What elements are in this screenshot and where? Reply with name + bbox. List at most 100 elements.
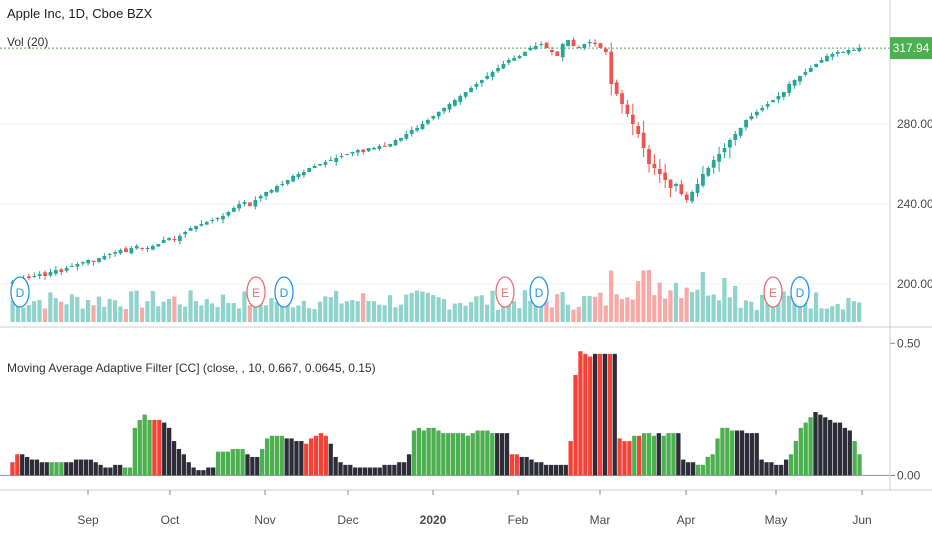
indicator-bar[interactable]: [235, 449, 240, 476]
candle-body[interactable]: [48, 272, 53, 276]
indicator-bar[interactable]: [749, 433, 754, 476]
candle-body[interactable]: [37, 274, 42, 277]
indicator-bar[interactable]: [705, 456, 710, 476]
candle-body[interactable]: [248, 202, 252, 206]
indicator-bar[interactable]: [162, 422, 167, 476]
candle-body[interactable]: [506, 60, 511, 63]
candle-body[interactable]: [334, 158, 339, 162]
dividend-marker[interactable]: [274, 276, 294, 308]
candle-body[interactable]: [555, 51, 560, 56]
candle-body[interactable]: [80, 262, 85, 264]
candle-body[interactable]: [404, 134, 409, 139]
price-pane[interactable]: 280.00 240.00 200.00 D E D E D E D: [0, 37, 932, 322]
candle-body[interactable]: [59, 269, 64, 272]
indicator-bar[interactable]: [362, 467, 368, 476]
candle-body[interactable]: [760, 108, 765, 111]
indicator-bar[interactable]: [783, 459, 789, 476]
candle-body[interactable]: [258, 196, 263, 199]
candle-body[interactable]: [738, 128, 743, 136]
indicator-bar[interactable]: [142, 414, 147, 476]
candle-body[interactable]: [436, 112, 441, 117]
candle-body[interactable]: [550, 49, 554, 52]
indicator-bar[interactable]: [122, 467, 128, 476]
candle-body[interactable]: [253, 200, 258, 207]
indicator-bar[interactable]: [333, 456, 338, 476]
candle-body[interactable]: [560, 44, 565, 58]
indicator-bar[interactable]: [196, 470, 201, 476]
candle-body[interactable]: [496, 68, 500, 72]
candle-body[interactable]: [717, 154, 721, 162]
indicator-bar[interactable]: [534, 462, 539, 476]
candle-body[interactable]: [140, 247, 145, 249]
indicator-bar[interactable]: [406, 454, 412, 476]
candle-body[interactable]: [372, 148, 376, 150]
candle-body[interactable]: [523, 52, 527, 56]
indicator-bar[interactable]: [612, 353, 617, 476]
indicator-bar[interactable]: [29, 459, 35, 476]
indicator-bar[interactable]: [137, 419, 142, 476]
candle-body[interactable]: [754, 112, 759, 116]
candle-body[interactable]: [458, 96, 463, 102]
candle-body[interactable]: [776, 96, 781, 100]
indicator-bar[interactable]: [59, 462, 64, 476]
indicator-bar[interactable]: [715, 438, 720, 476]
indicator-bar[interactable]: [788, 454, 794, 476]
indicator-bar[interactable]: [700, 464, 706, 476]
indicator-bar[interactable]: [49, 462, 54, 476]
indicator-bar[interactable]: [509, 454, 515, 476]
indicator-bar[interactable]: [539, 462, 544, 476]
candle-body[interactable]: [452, 100, 457, 106]
indicator-bar[interactable]: [485, 430, 490, 476]
indicator-bar[interactable]: [544, 464, 549, 476]
candle-body[interactable]: [210, 220, 215, 221]
indicator-bar[interactable]: [754, 433, 759, 476]
candle-body[interactable]: [657, 168, 662, 174]
indicator-bar[interactable]: [353, 467, 358, 476]
indicator-bar[interactable]: [602, 353, 608, 476]
indicator-bar[interactable]: [240, 449, 245, 476]
candle-body[interactable]: [690, 192, 695, 202]
candle-body[interactable]: [814, 64, 819, 68]
indicator-bar[interactable]: [250, 456, 255, 476]
indicator-bar[interactable]: [759, 459, 764, 476]
candle-body[interactable]: [215, 218, 220, 220]
indicator-bar[interactable]: [676, 433, 681, 476]
candle-body[interactable]: [625, 104, 630, 114]
candle-body[interactable]: [571, 39, 576, 46]
indicator-bar[interactable]: [323, 435, 328, 476]
candle-body[interactable]: [485, 76, 490, 79]
candle-body[interactable]: [787, 84, 792, 93]
indicator-bar[interactable]: [646, 433, 652, 476]
indicator-bar[interactable]: [152, 419, 157, 476]
candle-body[interactable]: [382, 145, 387, 147]
indicator-bar[interactable]: [730, 430, 735, 476]
indicator-bar[interactable]: [98, 464, 103, 476]
indicator-bar[interactable]: [211, 467, 216, 476]
candle-body[interactable]: [841, 52, 846, 53]
indicator-bar[interactable]: [450, 433, 456, 476]
candle-body[interactable]: [237, 204, 242, 209]
indicator-bar[interactable]: [823, 417, 828, 476]
candle-body[interactable]: [339, 156, 344, 157]
candle-body[interactable]: [70, 266, 74, 267]
indicator-bar[interactable]: [632, 435, 637, 476]
candle-body[interactable]: [280, 184, 285, 185]
candle-body[interactable]: [204, 222, 209, 225]
indicator-bar[interactable]: [686, 462, 691, 476]
indicator-bar[interactable]: [201, 470, 206, 476]
indicator-bar[interactable]: [857, 454, 862, 476]
indicator-bar[interactable]: [348, 464, 353, 476]
candle-body[interactable]: [75, 264, 80, 267]
indicator-bar[interactable]: [171, 441, 177, 476]
indicator-bar[interactable]: [402, 462, 407, 476]
indicator-bar[interactable]: [455, 433, 461, 476]
indicator-bar[interactable]: [779, 464, 784, 476]
indicator-pane[interactable]: 0.50 0.00: [0, 336, 921, 482]
candle-body[interactable]: [312, 166, 317, 169]
candle-body[interactable]: [593, 42, 597, 44]
indicator-bar[interactable]: [764, 462, 769, 476]
indicator-bar[interactable]: [529, 459, 534, 476]
candle-body[interactable]: [792, 80, 797, 86]
indicator-bar[interactable]: [294, 441, 299, 476]
candle-body[interactable]: [399, 138, 403, 141]
